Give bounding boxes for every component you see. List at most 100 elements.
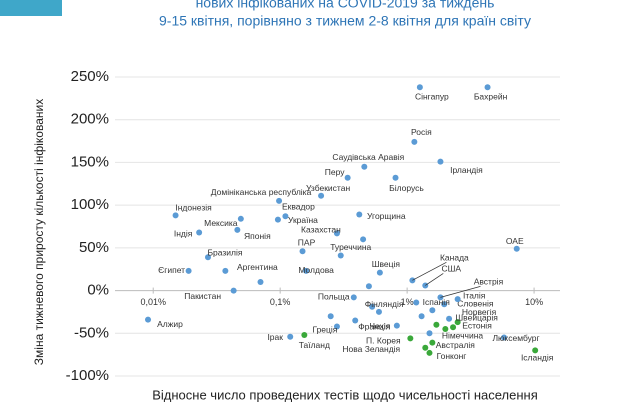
point <box>204 254 211 261</box>
point <box>369 303 376 310</box>
x-tick-label: 1% <box>401 297 414 307</box>
point-label: Норвегія <box>462 307 497 317</box>
point <box>429 307 436 314</box>
point <box>484 84 491 91</box>
point <box>375 308 382 315</box>
point <box>422 344 429 351</box>
point-label: Гонконг <box>437 351 467 361</box>
point <box>450 324 457 331</box>
point-label: Ірландія <box>450 165 483 175</box>
point <box>416 84 423 91</box>
x-tick-label: 0,1% <box>270 297 291 307</box>
point-label: Словенія <box>457 298 494 308</box>
point-label: Швеція <box>372 259 401 269</box>
point-label: Японія <box>244 231 271 241</box>
point <box>433 321 440 328</box>
point-label: Ірак <box>267 332 283 342</box>
point <box>426 349 433 356</box>
point-label: Алжир <box>157 319 183 329</box>
point <box>441 301 448 308</box>
point <box>344 174 351 181</box>
x-tick-label: 10% <box>525 297 543 307</box>
point-label: Домініканська республіка <box>211 187 312 197</box>
y-tick-label: 200% <box>71 111 109 128</box>
point-label: Люксембург <box>492 333 539 343</box>
point <box>532 347 539 354</box>
point-label: Узбекистан <box>306 183 350 193</box>
point-label: Казахстан <box>301 225 341 235</box>
point <box>413 299 420 306</box>
point-label: США <box>441 264 461 274</box>
point-label: Австралія <box>436 340 476 350</box>
point <box>418 313 425 320</box>
point-label: Індонезія <box>175 203 212 213</box>
point-label: Фінляндія <box>365 299 404 309</box>
point-label: Ісландія <box>521 353 554 363</box>
leader-line <box>425 273 444 286</box>
y-tick-label: 50% <box>79 239 109 256</box>
point <box>145 316 152 323</box>
point-label: Австрія <box>474 277 504 287</box>
point-label: Естонія <box>462 321 492 331</box>
point <box>299 248 306 255</box>
point-label: Німеччина <box>442 331 484 341</box>
point <box>365 283 372 290</box>
x-axis-label: Відносне число проведених тестів щодо чи… <box>152 387 538 402</box>
point <box>446 315 453 322</box>
point <box>327 313 334 320</box>
point-label: Перу <box>325 167 345 177</box>
y-tick-label: -100% <box>66 367 109 384</box>
point <box>172 212 179 219</box>
point <box>360 236 367 243</box>
point-label: Мексика <box>204 218 238 228</box>
point-label: Бразилія <box>207 248 242 258</box>
point-label: Сінгапур <box>415 92 449 102</box>
point <box>454 319 461 326</box>
point-label: Франція <box>358 322 390 332</box>
point <box>513 245 520 252</box>
header-box <box>0 0 62 16</box>
point <box>337 252 344 259</box>
point <box>352 317 359 324</box>
point <box>411 138 418 145</box>
point <box>276 197 283 204</box>
chart-title: нових інфікованих на COVID-2019 за тижде… <box>196 0 495 11</box>
point <box>429 339 436 346</box>
point-label: Нова Зеландія <box>342 344 400 354</box>
point-label: Індія <box>174 229 193 239</box>
point-label: Канада <box>440 253 469 263</box>
y-tick-label: 100% <box>71 196 109 213</box>
point-label: Саудівська Аравія <box>332 152 404 162</box>
point <box>230 287 237 294</box>
point <box>257 279 264 286</box>
point <box>392 174 399 181</box>
point-label: Пакистан <box>184 291 221 301</box>
y-tick-label: 250% <box>71 68 109 85</box>
point-label: Туреччина <box>330 242 371 252</box>
leader-line <box>412 261 447 281</box>
point <box>376 269 383 276</box>
point-label: Україна <box>288 215 318 225</box>
point <box>222 267 229 274</box>
point-label: Молдова <box>298 265 334 275</box>
y-axis-label: Зміна тижневого приросту кількості інфік… <box>32 99 46 365</box>
point <box>356 211 363 218</box>
point <box>437 158 444 165</box>
point-label: Польща <box>318 292 350 302</box>
point-label: ОАЕ <box>506 236 524 246</box>
point-label: ПАР <box>298 238 316 248</box>
point <box>287 333 294 340</box>
point-label: Угорщина <box>367 211 406 221</box>
point <box>454 296 461 303</box>
point <box>185 267 192 274</box>
point-label: Швейцарія <box>455 312 498 322</box>
point-label: Таїланд <box>299 340 330 350</box>
point <box>350 294 357 301</box>
point-label: Іспанія <box>423 297 451 307</box>
point <box>274 216 281 223</box>
point-label: Греція <box>312 325 337 335</box>
point <box>407 335 414 342</box>
point-label: Чехія <box>369 321 390 331</box>
point <box>196 229 203 236</box>
